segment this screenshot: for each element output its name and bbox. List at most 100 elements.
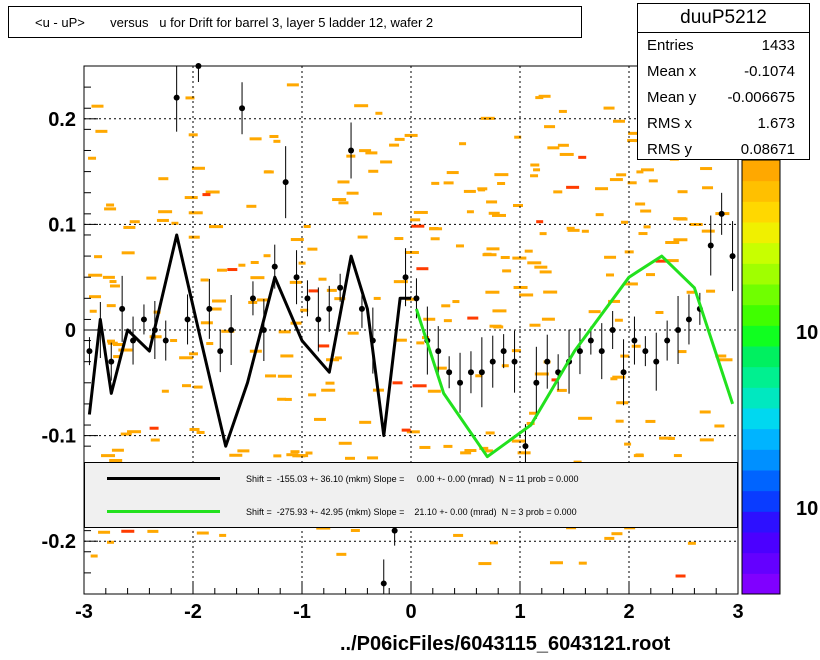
fit-curves bbox=[87, 233, 735, 459]
profile-point bbox=[620, 369, 627, 376]
histogram-cell bbox=[512, 256, 527, 260]
histogram-cell bbox=[184, 196, 198, 200]
histogram-cell bbox=[706, 289, 716, 293]
histogram-cell bbox=[501, 364, 509, 368]
histogram-cell bbox=[502, 269, 512, 273]
histogram-cell bbox=[539, 232, 547, 236]
profile-point bbox=[402, 274, 409, 281]
histogram-cell bbox=[94, 255, 103, 259]
histogram-cell bbox=[443, 181, 454, 185]
histogram-cell bbox=[278, 330, 291, 334]
histogram-cell bbox=[200, 278, 209, 282]
color-scale-cell bbox=[742, 346, 780, 368]
histogram-cell bbox=[106, 540, 114, 544]
profile-point bbox=[304, 295, 311, 302]
histogram-cell bbox=[485, 431, 495, 435]
histogram-cell bbox=[394, 338, 407, 342]
histogram-cell bbox=[95, 129, 108, 133]
x-axis-label: ../P06icFiles/6043115_6043121.root bbox=[340, 633, 671, 655]
histogram-cell bbox=[106, 304, 116, 308]
histogram-cell bbox=[394, 237, 404, 241]
histogram-cell bbox=[673, 217, 687, 221]
fit-curve-black bbox=[87, 233, 411, 448]
histogram-cell bbox=[102, 275, 115, 279]
histogram-cell bbox=[250, 260, 259, 264]
histogram-cell bbox=[678, 350, 687, 354]
y-tick-label: -0.1 bbox=[42, 426, 76, 448]
stats-row-rms-y: RMS y 0.08671 bbox=[638, 137, 809, 163]
histogram-cell bbox=[127, 430, 142, 434]
color-scale-cell bbox=[742, 263, 780, 285]
histogram-cell bbox=[429, 227, 439, 231]
profile-point bbox=[511, 358, 518, 365]
histogram-cell bbox=[221, 329, 235, 333]
profile-point bbox=[239, 105, 246, 112]
x-tick-label: -3 bbox=[75, 601, 93, 623]
histogram-cell bbox=[464, 449, 477, 453]
x-tick-label: 1 bbox=[514, 601, 525, 623]
histogram-cell bbox=[485, 290, 500, 294]
profile-point bbox=[413, 295, 420, 302]
color-scale-cell bbox=[742, 160, 780, 182]
histogram-cell bbox=[513, 285, 528, 289]
histogram-cell bbox=[112, 343, 124, 347]
chart-title: <u - uP> versus u for Drift for barrel 3… bbox=[8, 6, 582, 38]
histogram-cell bbox=[123, 225, 136, 229]
profile-point bbox=[282, 179, 289, 186]
stats-name: duuP5212 bbox=[638, 4, 809, 33]
profile-point bbox=[544, 358, 551, 365]
histogram-cell bbox=[595, 187, 609, 191]
histogram-cell bbox=[196, 531, 209, 535]
histogram-cell bbox=[91, 104, 104, 108]
histogram-cell bbox=[250, 276, 265, 280]
profile-point bbox=[664, 337, 671, 344]
histogram-cell bbox=[645, 419, 656, 423]
histogram-cell bbox=[620, 354, 630, 358]
profile-point bbox=[206, 305, 213, 312]
histogram-cell bbox=[205, 190, 220, 194]
histogram-cell bbox=[460, 451, 472, 455]
histogram-cell bbox=[588, 310, 601, 314]
histogram-cell bbox=[559, 152, 574, 156]
histogram-cell bbox=[687, 541, 696, 545]
histogram-cell bbox=[494, 173, 509, 177]
histogram-cell bbox=[511, 439, 526, 443]
histogram-cell bbox=[303, 224, 311, 228]
histogram-cell bbox=[359, 149, 372, 153]
fit-curve-green bbox=[414, 254, 735, 459]
histogram-cell bbox=[316, 526, 331, 530]
histogram-cell bbox=[147, 529, 159, 533]
histogram-cell bbox=[273, 454, 282, 458]
histogram-cell bbox=[106, 339, 115, 343]
histogram-cell bbox=[277, 374, 292, 378]
histogram-cell bbox=[237, 449, 250, 453]
histogram-cell bbox=[646, 273, 656, 277]
histogram-cell bbox=[289, 280, 302, 284]
histogram-cell bbox=[89, 309, 97, 313]
histogram-cell bbox=[149, 426, 159, 430]
stats-box: duuP5212 Entries 1433 Mean x -0.1074 Mea… bbox=[637, 3, 810, 160]
histogram-cell bbox=[603, 106, 615, 110]
histogram-cell bbox=[675, 574, 686, 578]
histogram-cell bbox=[659, 436, 673, 440]
histogram-cell bbox=[534, 265, 548, 269]
profile-point bbox=[729, 253, 736, 260]
fit-legend: Shift = -155.03 +- 36.10 (mkm) Slope = 0… bbox=[84, 462, 738, 528]
histogram-cell bbox=[430, 237, 440, 241]
histogram-cell bbox=[553, 190, 563, 194]
profile-point bbox=[173, 94, 180, 101]
histogram-cell bbox=[640, 168, 654, 172]
profile-point bbox=[195, 63, 202, 69]
histogram-cell bbox=[89, 295, 102, 299]
histogram-cell bbox=[541, 317, 555, 321]
histogram-cell bbox=[666, 259, 679, 263]
profile-point bbox=[348, 147, 355, 154]
histogram-cell bbox=[686, 290, 695, 294]
histogram-cell bbox=[359, 420, 372, 424]
histogram-cell bbox=[411, 224, 425, 228]
histogram-cell bbox=[482, 253, 497, 257]
histogram-cell bbox=[530, 163, 540, 167]
color-scale-cell bbox=[742, 284, 780, 306]
histogram-cell bbox=[718, 358, 733, 362]
histogram-cell bbox=[298, 261, 306, 265]
